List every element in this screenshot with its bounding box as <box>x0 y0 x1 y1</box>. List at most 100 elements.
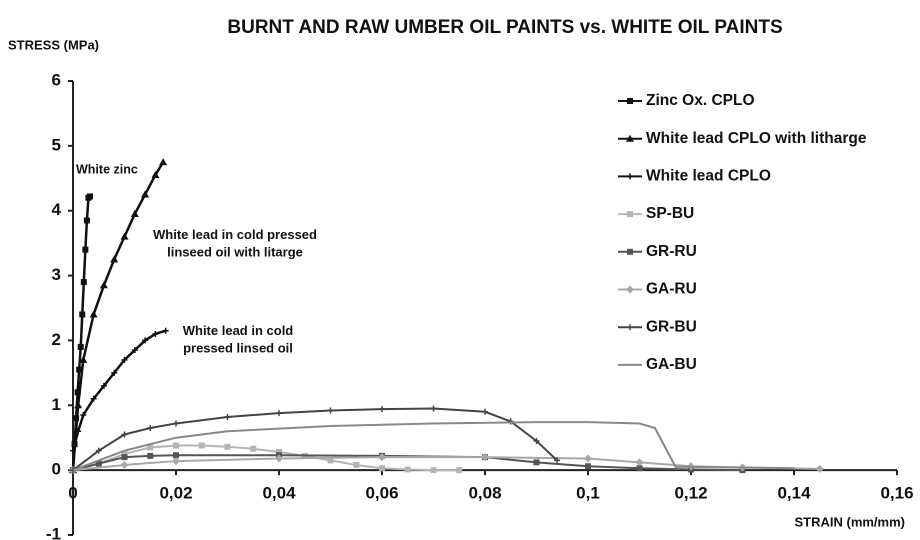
y-tick-label: -1 <box>46 524 61 540</box>
marker <box>585 463 591 470</box>
series <box>70 442 463 474</box>
x-axis-title: STRAIN (mm/mm) <box>794 514 905 529</box>
marker <box>147 444 154 451</box>
series <box>72 421 795 472</box>
marker <box>79 311 86 318</box>
y-tick-label: 3 <box>52 265 61 284</box>
marker <box>147 452 154 459</box>
x-tick-label: 0,14 <box>777 484 811 503</box>
marker <box>79 355 88 363</box>
marker <box>120 232 129 240</box>
marker <box>95 460 102 467</box>
marker <box>379 406 385 413</box>
legend-label: GA-BU <box>646 356 697 373</box>
annotation: White lead in cold pressed linsed oil <box>183 323 294 356</box>
marker <box>198 442 205 449</box>
x-tick-label: 0,04 <box>262 484 296 503</box>
y-tick-label: 0 <box>52 460 61 479</box>
marker <box>224 443 231 450</box>
marker <box>142 337 149 344</box>
marker <box>353 461 360 468</box>
x-tick-label: 0,06 <box>365 484 398 503</box>
marker <box>111 369 118 376</box>
y-tick-label: 1 <box>52 395 61 414</box>
x-tick-label: 0,08 <box>468 484 501 503</box>
marker <box>533 459 540 466</box>
marker <box>120 460 129 469</box>
marker <box>627 248 633 255</box>
marker <box>80 279 87 286</box>
marker <box>482 408 488 415</box>
marker <box>76 366 83 373</box>
marker <box>533 437 540 444</box>
x-tick-label: 0,1 <box>576 484 600 503</box>
marker <box>70 447 76 454</box>
marker <box>90 395 97 402</box>
marker <box>172 457 180 466</box>
marker <box>121 454 128 461</box>
marker <box>327 457 334 464</box>
marker <box>456 467 463 474</box>
x-tick-label: 0 <box>68 484 77 503</box>
series <box>70 327 169 454</box>
marker <box>627 98 633 104</box>
marker <box>173 420 179 427</box>
marker <box>159 158 168 166</box>
marker <box>224 413 231 420</box>
marker <box>276 410 282 417</box>
chart-title: BURNT AND RAW UMBER OIL PAINTS vs. WHITE… <box>227 17 782 38</box>
marker <box>121 356 128 363</box>
marker <box>815 464 824 473</box>
y-tick-label: 6 <box>52 70 61 89</box>
marker <box>584 454 592 463</box>
marker <box>327 407 334 414</box>
marker <box>481 453 489 462</box>
marker <box>430 467 437 474</box>
marker <box>83 217 90 224</box>
legend-label: GR-RU <box>646 243 697 260</box>
x-tick-label: 0,16 <box>880 484 913 503</box>
marker <box>77 343 84 350</box>
y-tick-label: 2 <box>52 330 61 349</box>
marker <box>86 193 93 200</box>
marker <box>173 442 179 449</box>
line <box>72 456 820 472</box>
marker <box>89 310 98 318</box>
line <box>72 407 558 471</box>
marker <box>430 405 437 412</box>
marker <box>74 401 83 409</box>
y-tick-label: 5 <box>52 135 61 154</box>
marker <box>275 454 283 463</box>
marker <box>635 458 644 467</box>
legend-label: Zinc Ox. CPLO <box>646 92 755 109</box>
marker <box>378 453 386 462</box>
marker <box>626 134 634 142</box>
marker <box>627 211 633 218</box>
annotation: White lead in cold pressed linseed oil wi… <box>153 227 317 260</box>
annotation: White zinc <box>76 162 138 176</box>
y-tick-label: 4 <box>52 200 62 219</box>
marker <box>276 448 282 455</box>
marker <box>95 447 102 454</box>
marker <box>250 445 257 452</box>
marker <box>80 412 87 419</box>
marker <box>554 457 561 464</box>
marker <box>627 173 633 180</box>
x-tick-label: 0,02 <box>159 484 192 503</box>
marker <box>626 285 634 294</box>
legend-label: White lead CPLO with litharge <box>646 130 867 147</box>
marker <box>636 465 643 472</box>
legend-label: White lead CPLO <box>646 167 771 184</box>
marker <box>162 327 169 334</box>
marker <box>130 209 139 217</box>
marker <box>404 466 411 473</box>
marker <box>74 389 81 396</box>
line <box>72 444 460 472</box>
legend-label: SP-BU <box>646 205 694 222</box>
marker <box>75 428 82 435</box>
marker <box>82 246 89 253</box>
marker <box>147 424 154 431</box>
legend-label: GA-RU <box>646 281 697 298</box>
legend-label: GR-BU <box>646 318 697 335</box>
